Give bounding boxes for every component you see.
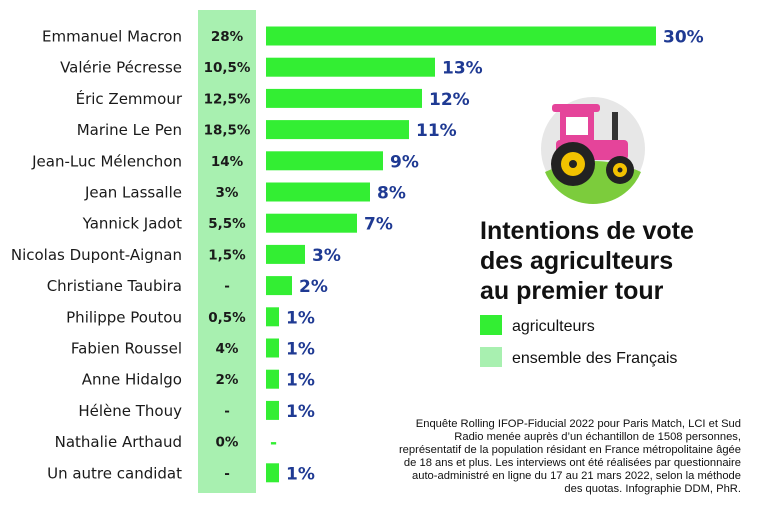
data-label: 12% xyxy=(429,90,470,110)
ensemble-value: - xyxy=(224,466,230,482)
data-label: 7% xyxy=(364,215,393,235)
chart-title: Intentions de vote des agriculteurs au p… xyxy=(480,217,694,305)
category-label: Fabien Roussel xyxy=(71,340,182,358)
data-label: - xyxy=(270,433,277,453)
bar xyxy=(266,369,279,389)
chart-rows: Emmanuel Macron 28% 30% Valérie Pécresse 10,… xyxy=(11,26,704,484)
ensemble-value: - xyxy=(224,279,230,295)
category-label: Philippe Poutou xyxy=(66,308,182,326)
ensemble-value: 12,5% xyxy=(204,91,251,107)
title-line-2: des agriculteurs xyxy=(480,247,673,275)
ensemble-value: 10,5% xyxy=(204,60,251,76)
legend-swatch-ensemble xyxy=(480,347,502,367)
bar xyxy=(266,307,279,327)
data-label: 13% xyxy=(442,59,483,79)
category-label: Éric Zemmour xyxy=(76,89,183,108)
bar xyxy=(266,182,370,202)
ensemble-value: 18,5% xyxy=(204,123,251,139)
title-line-3: au premier tour xyxy=(480,277,664,305)
ensemble-value: 4% xyxy=(216,341,239,357)
ensemble-column xyxy=(198,10,256,493)
category-label: Valérie Pécresse xyxy=(60,59,182,77)
bar xyxy=(266,213,357,233)
source-line-3: représentatif de la population résidant … xyxy=(399,444,741,456)
ensemble-value: 0,5% xyxy=(208,310,246,326)
data-label: 3% xyxy=(312,246,341,266)
data-label: 2% xyxy=(299,277,328,297)
data-label: 1% xyxy=(286,340,315,360)
source-note: Enquête Rolling IFOP-Fiducial 2022 pour … xyxy=(399,418,741,495)
data-label: 1% xyxy=(286,402,315,422)
ensemble-value: 0% xyxy=(216,435,239,451)
category-label: Hélène Thouy xyxy=(78,402,182,420)
bar xyxy=(266,26,656,46)
data-label: 1% xyxy=(286,308,315,328)
source-line-4: de 18 ans et plus. Les interviews ont ét… xyxy=(404,457,741,469)
source-line-1: Enquête Rolling IFOP-Fiducial 2022 pour … xyxy=(416,418,741,430)
category-label: Un autre candidat xyxy=(47,464,182,482)
ensemble-value: 1,5% xyxy=(208,247,246,263)
category-label: Jean-Luc Mélenchon xyxy=(31,152,182,170)
ensemble-value: - xyxy=(224,403,230,419)
category-label: Anne Hidalgo xyxy=(82,371,182,389)
bar xyxy=(266,463,279,483)
tractor-icon xyxy=(541,97,645,205)
ensemble-value: 2% xyxy=(216,372,239,388)
data-label: 11% xyxy=(416,121,457,141)
bar xyxy=(266,57,435,77)
legend-label-ensemble: ensemble des Français xyxy=(512,350,677,367)
data-label: 9% xyxy=(390,152,419,172)
ensemble-value: 28% xyxy=(211,29,244,45)
source-line-5: auto-administré en ligne du 17 au 21 mar… xyxy=(412,470,741,482)
category-label: Yannick Jadot xyxy=(82,215,182,233)
bar xyxy=(266,151,383,171)
category-label: Nicolas Dupont-Aignan xyxy=(11,246,182,264)
category-label: Marine Le Pen xyxy=(77,121,182,139)
data-label: 30% xyxy=(663,28,704,48)
category-label: Nathalie Arthaud xyxy=(55,433,182,451)
bar xyxy=(266,400,279,420)
ensemble-value: 3% xyxy=(216,185,239,201)
category-label: Christiane Taubira xyxy=(47,277,182,295)
bar xyxy=(266,88,422,108)
bar xyxy=(266,276,292,296)
source-line-6: des quotas. Infographie DDM, PhR. xyxy=(564,483,741,495)
ensemble-value: 14% xyxy=(211,154,244,170)
bar xyxy=(266,338,279,358)
category-label: Emmanuel Macron xyxy=(42,28,182,46)
data-label: 1% xyxy=(286,464,315,484)
title-line-1: Intentions de vote xyxy=(480,217,694,245)
category-label: Jean Lassalle xyxy=(84,184,182,202)
bar xyxy=(266,244,305,264)
legend-swatch-agriculteurs xyxy=(480,315,502,335)
legend: agriculteurs ensemble des Français xyxy=(480,315,677,367)
data-label: 1% xyxy=(286,371,315,391)
source-line-2: Radio menée auprès d’un échantillon de 1… xyxy=(454,431,741,443)
legend-label-agriculteurs: agriculteurs xyxy=(512,318,595,335)
bar xyxy=(266,120,409,140)
data-label: 8% xyxy=(377,184,406,204)
ensemble-value: 5,5% xyxy=(208,216,246,232)
